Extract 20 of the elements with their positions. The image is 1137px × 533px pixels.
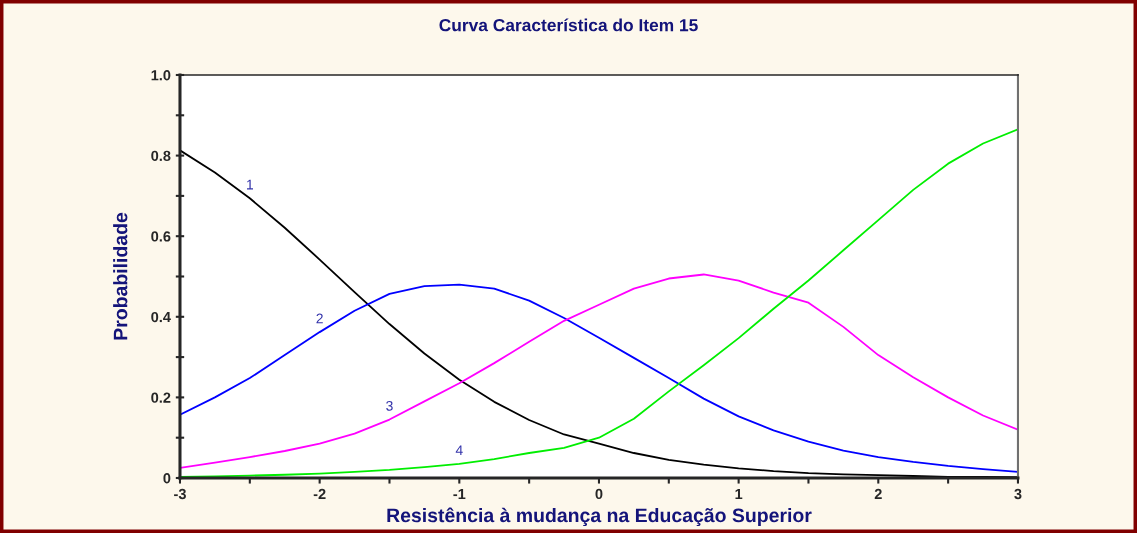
y-tick-label: 0 [163,473,171,484]
series-label: 1 [247,179,253,190]
y-axis-title: Probabilidade [113,212,128,340]
x-tick-label: 2 [874,488,882,499]
x-tick-label: -1 [453,488,466,499]
y-tick-label: 1.0 [151,70,171,81]
series-label: 4 [455,445,463,455]
y-tick-label: 0.8 [151,150,171,162]
x-tick-label: 0 [595,488,603,500]
series-label: 2 [316,313,323,324]
y-tick-label: 0.4 [151,311,171,323]
chart-title: Curva Característica do Item 15 [439,18,698,32]
x-tick-label: -2 [313,488,326,499]
x-tick-label: -3 [174,488,186,500]
x-tick-label: 3 [1014,488,1022,500]
y-tick-label: 0.2 [151,392,171,403]
x-tick-label: 1 [735,488,743,499]
series-label: 3 [386,400,393,411]
y-tick-label: 0.6 [151,231,171,242]
x-axis-title: Resistência à mudança na Educação Superior [387,507,812,527]
